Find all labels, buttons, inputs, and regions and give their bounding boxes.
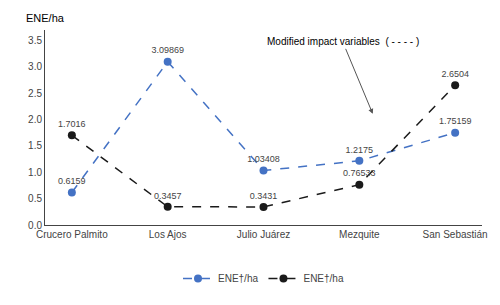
svg-text:1.7016: 1.7016	[58, 119, 86, 129]
svg-text:3.5: 3.5	[28, 35, 42, 46]
svg-text:0.76533: 0.76533	[343, 168, 376, 178]
svg-text:ENE†/ha: ENE†/ha	[218, 273, 258, 284]
svg-text:3.09869: 3.09869	[151, 45, 184, 55]
svg-text:1.0: 1.0	[28, 167, 42, 178]
svg-text:Mezquite: Mezquite	[339, 229, 380, 240]
svg-text:ENE/ha: ENE/ha	[26, 12, 65, 24]
svg-text:2.6504: 2.6504	[441, 69, 469, 79]
svg-text:San Sebastián: San Sebastián	[423, 229, 488, 240]
svg-text:Julio Juárez: Julio Juárez	[237, 229, 290, 240]
svg-text:1.03408: 1.03408	[247, 154, 280, 164]
svg-text:Modified impact variables ( -: Modified impact variables ( - - - - )	[267, 36, 419, 47]
svg-text:0.6159: 0.6159	[58, 176, 86, 186]
svg-text:1.5: 1.5	[28, 140, 42, 151]
svg-text:Los Ajos: Los Ajos	[149, 229, 187, 240]
svg-text:0.3457: 0.3457	[154, 191, 182, 201]
svg-text:0.0: 0.0	[28, 220, 42, 231]
svg-text:ENE†/ha: ENE†/ha	[303, 273, 343, 284]
svg-text:3.0: 3.0	[28, 61, 42, 72]
svg-text:2.0: 2.0	[28, 114, 42, 125]
svg-text:2.5: 2.5	[28, 88, 42, 99]
svg-text:0.5: 0.5	[28, 193, 42, 204]
svg-text:1.75159: 1.75159	[439, 116, 472, 126]
svg-text:0.3431: 0.3431	[250, 191, 278, 201]
svg-text:1.2175: 1.2175	[346, 145, 374, 155]
svg-text:Crucero Palmito: Crucero Palmito	[36, 229, 108, 240]
